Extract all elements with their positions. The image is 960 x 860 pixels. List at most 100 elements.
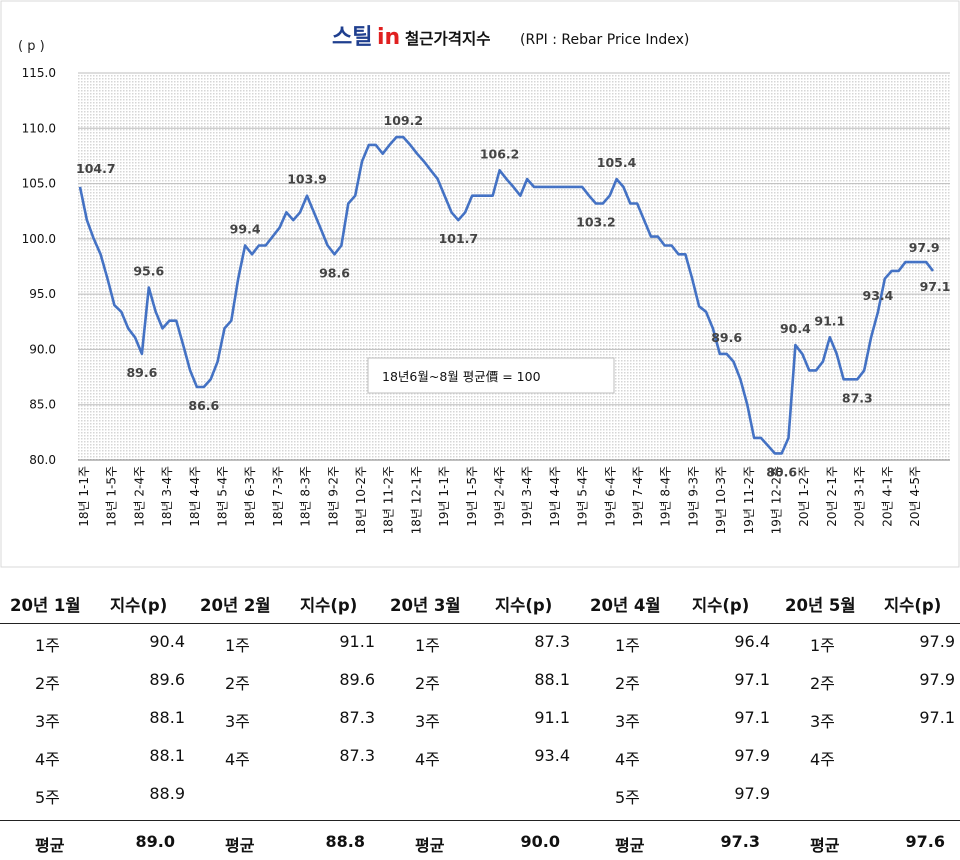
data-label: 106.2 (480, 146, 520, 161)
week-label: 4주 (225, 750, 250, 769)
x-tick-label: 20년 2-1주 (825, 466, 839, 527)
x-tick-label: 19년 7-4주 (631, 466, 645, 527)
x-tick-label: 18년 11-2주 (382, 466, 396, 534)
x-tick-label: 19년 5-4주 (576, 466, 590, 527)
note-text: 18년6월~8월 평균價 = 100 (382, 369, 541, 384)
y-tick-label: 90.0 (29, 342, 56, 356)
index-header: 지수(p) (300, 596, 358, 615)
x-tick-label: 19년 1-1주 (437, 466, 451, 527)
week-value: 87.3 (339, 708, 375, 727)
week-value: 89.6 (339, 670, 375, 689)
index-header: 지수(p) (884, 596, 942, 615)
x-tick-label: 18년 8-3주 (299, 466, 313, 527)
data-label: 95.6 (133, 264, 164, 279)
week-label: 4주 (810, 750, 835, 769)
average-label: 평균 (35, 836, 65, 855)
week-value: 88.1 (149, 746, 185, 765)
x-tick-label: 18년 4-4주 (188, 466, 202, 527)
data-label: 103.9 (287, 172, 327, 187)
month-header: 20년 4월 (590, 596, 661, 615)
week-label: 4주 (615, 750, 640, 769)
x-tick-label: 19년 2-4주 (493, 466, 507, 527)
week-value: 97.9 (734, 746, 770, 765)
x-tick-label: 18년 3-4주 (160, 466, 174, 527)
week-value: 87.3 (534, 632, 570, 651)
data-label: 98.6 (319, 265, 350, 280)
week-label: 3주 (415, 712, 440, 731)
data-label: 89.6 (126, 365, 157, 380)
x-tick-label: 19년 12-2주 (770, 466, 784, 534)
week-label: 1주 (810, 636, 835, 655)
week-label: 5주 (35, 788, 60, 807)
x-tick-label: 18년 1-1주 (77, 466, 91, 527)
week-label: 3주 (615, 712, 640, 731)
note-box (367, 357, 615, 394)
week-label: 2주 (35, 674, 60, 693)
x-tick-label: 20년 1-2주 (797, 466, 811, 527)
chart-title: 철근가격지수 (405, 30, 491, 48)
week-label: 4주 (415, 750, 440, 769)
x-tick-label: 20년 4-1주 (880, 466, 894, 527)
average-value: 90.0 (520, 832, 560, 851)
week-label: 2주 (615, 674, 640, 693)
average-value: 89.0 (135, 832, 175, 851)
y-tick-label: 100.0 (22, 232, 56, 246)
logo-in: in (377, 25, 400, 50)
average-value: 97.6 (905, 832, 945, 851)
series-line (78, 135, 935, 455)
week-value: 89.6 (149, 670, 185, 689)
week-value: 87.3 (339, 746, 375, 765)
week-value: 91.1 (534, 708, 570, 727)
y-tick-label: 105.0 (22, 177, 56, 191)
data-label: 109.2 (384, 113, 424, 128)
month-header: 20년 2월 (200, 596, 271, 615)
x-tick-label: 18년 2-4주 (132, 466, 146, 527)
week-label: 1주 (615, 636, 640, 655)
data-label: 87.3 (842, 390, 873, 405)
data-label: 93.4 (863, 288, 894, 303)
month-header: 20년 1월 (10, 596, 81, 615)
average-label: 평균 (225, 836, 255, 855)
x-tick-label: 19년 4-4주 (548, 466, 562, 527)
x-tick-label: 19년 1-5주 (465, 466, 479, 527)
week-label: 4주 (35, 750, 60, 769)
y-tick-label: 110.0 (22, 121, 56, 135)
x-tick-label: 18년 12-1주 (409, 466, 423, 534)
x-tick-label: 19년 10-3주 (714, 466, 728, 534)
footer-rule (0, 820, 960, 821)
week-label: 2주 (225, 674, 250, 693)
week-label: 2주 (415, 674, 440, 693)
x-tick-label: 18년 6-3주 (243, 466, 257, 527)
week-label: 2주 (810, 674, 835, 693)
data-label: 91.1 (814, 313, 845, 328)
x-tick-label: 18년 10-2주 (354, 466, 368, 534)
month-header: 20년 5월 (785, 596, 856, 615)
week-label: 1주 (415, 636, 440, 655)
data-label: 89.6 (711, 330, 742, 345)
x-tick-label: 19년 3-4주 (520, 466, 534, 527)
index-header: 지수(p) (495, 596, 553, 615)
data-label: 80.6 (766, 464, 797, 479)
x-tick-label: 18년 7-3주 (271, 466, 285, 527)
week-value: 88.1 (534, 670, 570, 689)
monthly-index-table: 20년 1월 지수(p) 1주 90.4 2주 89.6 3주 88.1 4주 88.1 5주 88.… (0, 580, 960, 860)
x-tick-label: 18년 9-2주 (326, 466, 340, 527)
average-value: 97.3 (720, 832, 760, 851)
data-label: 97.9 (909, 240, 940, 255)
y-tick-label: 85.0 (29, 398, 56, 412)
x-tick-label: 20년 3-1주 (853, 466, 867, 527)
week-label: 3주 (810, 712, 835, 731)
x-tick-label: 19년 9-3주 (686, 466, 700, 527)
week-value: 88.1 (149, 708, 185, 727)
data-label: 86.6 (188, 398, 219, 413)
week-value: 91.1 (339, 632, 375, 651)
week-value: 97.9 (734, 784, 770, 803)
header-rule (0, 623, 960, 624)
data-label: 101.7 (439, 231, 479, 246)
data-label: 90.4 (780, 321, 811, 336)
week-value: 93.4 (534, 746, 570, 765)
week-label: 1주 (35, 636, 60, 655)
week-label: 1주 (225, 636, 250, 655)
week-label: 3주 (225, 712, 250, 731)
chart-title-en: (RPI : Rebar Price Index) (520, 32, 689, 48)
